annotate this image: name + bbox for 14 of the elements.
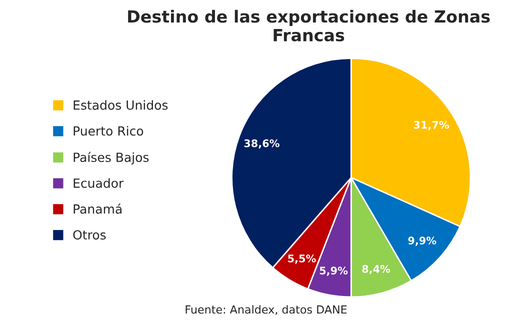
legend-label: Panamá [74, 204, 122, 214]
legend-label: Otros [73, 230, 106, 240]
legend-label: Estados Unidos [74, 100, 168, 110]
data-label: 5,5% [288, 254, 316, 264]
chart-title: Destino de las exportaciones de Zonas Francas [128, 10, 490, 42]
data-label: 38,6% [244, 139, 280, 149]
data-label: 5,9% [320, 266, 348, 276]
data-label: 31,7% [414, 120, 449, 130]
source-note: Fuente: Analdex, datos DANE [186, 305, 347, 315]
legend-label: Países Bajos [74, 152, 149, 164]
legend-label: Ecuador [74, 178, 124, 188]
data-label: 9,9% [408, 236, 436, 246]
legend-label: Puerto Rico [74, 126, 144, 136]
data-label: 8,4% [362, 264, 390, 274]
